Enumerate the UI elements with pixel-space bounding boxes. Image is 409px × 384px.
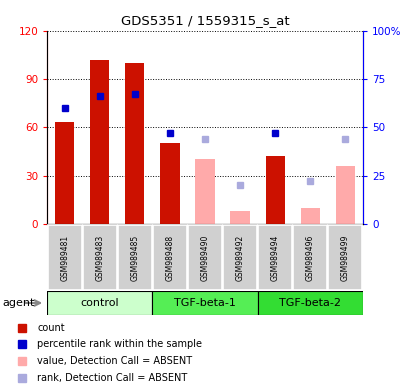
Text: GSM989492: GSM989492 bbox=[235, 234, 244, 281]
Text: GSM989483: GSM989483 bbox=[95, 234, 104, 281]
Title: GDS5351 / 1559315_s_at: GDS5351 / 1559315_s_at bbox=[120, 14, 289, 27]
Bar bbox=[153, 225, 187, 290]
Text: GSM989488: GSM989488 bbox=[165, 234, 174, 281]
Text: GSM989481: GSM989481 bbox=[60, 234, 69, 281]
Bar bbox=[265, 156, 284, 224]
Bar bbox=[83, 225, 116, 290]
Text: rank, Detection Call = ABSENT: rank, Detection Call = ABSENT bbox=[37, 372, 187, 382]
Bar bbox=[230, 211, 249, 224]
Bar bbox=[300, 208, 319, 224]
Text: GSM989496: GSM989496 bbox=[305, 234, 314, 281]
Bar bbox=[258, 225, 291, 290]
Bar bbox=[47, 291, 152, 315]
Bar bbox=[152, 291, 257, 315]
Bar bbox=[335, 166, 354, 224]
Bar bbox=[293, 225, 326, 290]
Text: TGF-beta-1: TGF-beta-1 bbox=[174, 298, 235, 308]
Text: GSM989485: GSM989485 bbox=[130, 234, 139, 281]
Text: TGF-beta-2: TGF-beta-2 bbox=[279, 298, 340, 308]
Text: GSM989494: GSM989494 bbox=[270, 234, 279, 281]
Bar bbox=[118, 225, 151, 290]
Text: count: count bbox=[37, 323, 65, 333]
Bar bbox=[222, 225, 256, 290]
Text: value, Detection Call = ABSENT: value, Detection Call = ABSENT bbox=[37, 356, 192, 366]
Bar bbox=[90, 60, 109, 224]
Bar bbox=[328, 225, 361, 290]
Text: GSM989499: GSM989499 bbox=[340, 234, 349, 281]
Text: GSM989490: GSM989490 bbox=[200, 234, 209, 281]
Bar bbox=[55, 122, 74, 224]
Bar bbox=[257, 291, 362, 315]
Bar bbox=[160, 143, 179, 224]
Bar bbox=[125, 63, 144, 224]
Bar bbox=[195, 159, 214, 224]
Bar bbox=[48, 225, 81, 290]
Text: percentile rank within the sample: percentile rank within the sample bbox=[37, 339, 202, 349]
Bar bbox=[188, 225, 221, 290]
Text: agent: agent bbox=[2, 298, 34, 308]
Text: control: control bbox=[80, 298, 119, 308]
